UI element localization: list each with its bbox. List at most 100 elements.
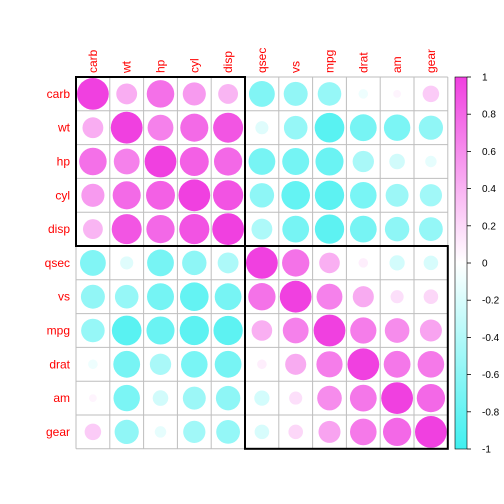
corr-circle-cyl-disp: [213, 180, 244, 211]
col-label-hp: hp: [154, 59, 168, 73]
colorbar-tick-label: 0.6: [482, 147, 496, 158]
row-label-qsec: qsec: [45, 256, 70, 270]
corr-circle-disp-vs: [282, 215, 310, 243]
corr-circle-gear-mpg: [318, 420, 341, 443]
col-label-qsec: qsec: [255, 48, 269, 73]
corr-circle-mpg-cyl: [179, 315, 209, 346]
corr-circle-qsec-mpg: [319, 252, 340, 274]
corr-circle-disp-wt: [111, 214, 142, 245]
row-label-carb: carb: [47, 87, 71, 101]
cluster-rectangles: [75, 76, 449, 450]
corr-circle-mpg-mpg: [313, 314, 346, 347]
colorbar-tick-label: 0.8: [482, 110, 496, 121]
corr-circle-qsec-disp: [217, 252, 239, 274]
corr-circle-vs-mpg: [316, 283, 343, 310]
corr-circle-cyl-gear: [419, 184, 443, 207]
corr-circle-wt-vs: [283, 115, 308, 140]
corr-circle-drat-am: [383, 350, 411, 378]
colorbar-tick-label: -0.2: [482, 296, 500, 307]
corr-circle-drat-drat: [347, 348, 380, 381]
corr-circle-am-disp: [215, 385, 241, 411]
corr-circle-disp-mpg: [314, 214, 345, 244]
corr-circle-wt-wt: [110, 111, 143, 144]
corr-circle-hp-hp: [144, 145, 177, 178]
corr-circle-drat-vs: [285, 353, 307, 375]
corr-circle-qsec-qsec: [246, 247, 278, 279]
corr-circle-mpg-gear: [419, 319, 442, 342]
corr-circle-cyl-qsec: [249, 183, 275, 208]
corr-circle-vs-cyl: [179, 282, 209, 312]
row-label-hp: hp: [57, 155, 71, 169]
corr-circle-cyl-vs: [281, 180, 311, 210]
corr-circle-gear-carb: [84, 423, 102, 441]
colorbar-tick-label: -0.4: [482, 333, 500, 344]
corr-circle-vs-hp: [147, 283, 174, 311]
row-label-drat: drat: [49, 357, 70, 371]
corr-circle-vs-qsec: [248, 283, 276, 311]
row-label-am: am: [53, 391, 70, 405]
corr-circle-qsec-carb: [79, 249, 106, 276]
corr-circle-disp-disp: [212, 213, 245, 246]
corr-circle-gear-drat: [349, 418, 377, 446]
corr-circle-carb-cyl: [182, 82, 206, 106]
corr-circle-cyl-drat: [349, 181, 377, 209]
cluster-box-1: [75, 76, 246, 247]
corr-circle-gear-qsec: [254, 424, 270, 440]
corr-circle-gear-wt: [114, 419, 139, 445]
col-label-drat: drat: [356, 52, 370, 73]
col-label-cyl: cyl: [187, 58, 201, 73]
corr-circle-drat-carb: [88, 359, 98, 370]
corr-circle-disp-am: [384, 216, 410, 242]
corr-circle-disp-carb: [82, 219, 103, 240]
corr-circle-qsec-am: [389, 255, 405, 271]
corr-circle-gear-disp: [216, 420, 240, 444]
corr-circle-carb-vs: [283, 81, 308, 106]
colorbar-gradient: [454, 76, 468, 450]
corr-circle-am-cyl: [182, 386, 206, 410]
corr-circle-vs-disp: [214, 283, 242, 311]
col-label-mpg: mpg: [323, 50, 337, 73]
corr-circle-carb-mpg: [317, 82, 342, 106]
corr-circle-carb-qsec: [248, 80, 275, 107]
row-label-disp: disp: [48, 222, 70, 236]
corr-circle-am-carb: [89, 394, 97, 402]
row-label-vs: vs: [58, 290, 70, 304]
corr-circle-hp-am: [389, 153, 405, 170]
corr-circle-disp-hp: [146, 214, 175, 244]
corr-circle-qsec-gear: [423, 255, 439, 271]
corr-circle-vs-am: [390, 290, 404, 304]
corr-circle-wt-cyl: [180, 113, 209, 142]
corr-circle-drat-qsec: [257, 359, 267, 370]
colorbar-tick-label: -0.6: [482, 370, 500, 381]
col-label-carb: carb: [86, 49, 100, 73]
corr-circle-mpg-vs: [282, 317, 309, 344]
corr-circle-wt-hp: [147, 114, 174, 141]
corr-circle-qsec-drat: [358, 258, 369, 268]
corr-circle-am-wt: [113, 384, 140, 412]
corr-circle-drat-cyl: [180, 350, 208, 378]
corr-circle-vs-vs: [279, 280, 312, 313]
corr-circle-am-qsec: [254, 390, 270, 406]
corr-circle-cyl-wt: [112, 181, 141, 210]
corr-circle-wt-am: [383, 114, 411, 141]
corr-circle-carb-disp: [218, 83, 239, 104]
corr-circle-cyl-carb: [81, 183, 105, 207]
corr-circle-carb-wt: [116, 83, 138, 105]
corr-circle-gear-hp: [154, 426, 167, 438]
corr-circle-vs-wt: [114, 284, 139, 309]
corr-circle-hp-gear: [425, 155, 437, 168]
corr-circle-drat-gear: [417, 350, 445, 378]
colorbar-tick-label: 1: [482, 73, 488, 84]
corr-circle-cyl-cyl: [178, 179, 211, 212]
col-label-am: am: [390, 56, 404, 73]
corr-circle-mpg-wt: [111, 315, 142, 346]
corr-circle-mpg-qsec: [251, 320, 273, 341]
corr-circle-hp-carb: [79, 147, 107, 176]
corr-circle-wt-mpg: [314, 112, 345, 143]
corr-circle-hp-wt: [113, 148, 140, 175]
corr-circle-am-hp: [152, 390, 169, 406]
corr-circle-gear-vs: [288, 424, 303, 440]
corr-circle-carb-hp: [146, 80, 175, 108]
colorbar-tick-label: 0.2: [482, 221, 496, 232]
